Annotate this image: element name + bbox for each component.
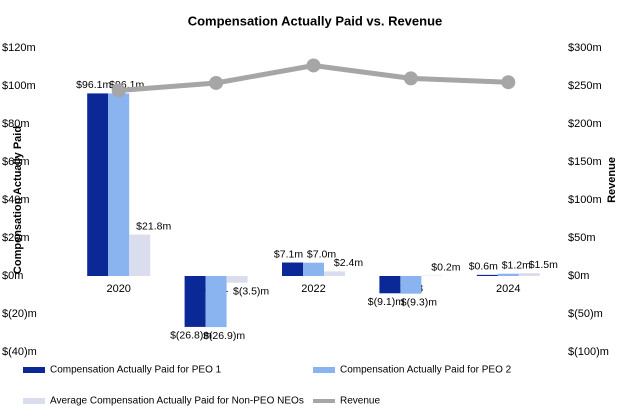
y2-tick-label: $(100)m: [568, 346, 609, 358]
legend-label: Average Compensation Actually Paid for N…: [50, 396, 304, 407]
value-label: $(9.1)m: [368, 296, 404, 308]
y-tick-label: $120m: [2, 42, 36, 54]
value-label: $7.1m: [274, 248, 303, 260]
chart-title: Compensation Actually Paid vs. Revenue: [188, 13, 443, 28]
value-label: $7.0m: [307, 248, 336, 260]
x-tick-label: 2022: [301, 283, 325, 295]
value-label: $(26.8)m: [170, 330, 212, 342]
y-tick-label: $60m: [2, 156, 30, 168]
y-tick-label: $100m: [2, 80, 36, 92]
bar: [497, 273, 519, 276]
value-label: $0.2m: [431, 261, 460, 273]
y2-tick-label: $50m: [568, 232, 596, 244]
bar: [518, 273, 540, 276]
legend-label: Compensation Actually Paid for PEO 2: [340, 365, 512, 376]
value-label: $2.4m: [334, 257, 363, 269]
bar: [400, 276, 422, 294]
bar: [129, 234, 151, 276]
value-label: $96.1m: [76, 79, 111, 91]
y2-tick-label: $150m: [568, 156, 602, 168]
value-label: $(3.5)m: [233, 285, 269, 297]
line-marker: [111, 83, 126, 98]
bar: [324, 271, 345, 276]
y-tick-label: $20m: [2, 232, 30, 244]
y2-tick-label: $(50)m: [568, 308, 603, 320]
bar: [303, 262, 324, 276]
x-tick-label: 2020: [106, 283, 130, 295]
bar: [108, 93, 130, 276]
bar: [184, 276, 206, 327]
bar: [282, 262, 303, 276]
y-axis-label: Compensation Actually Paid: [12, 126, 24, 274]
value-label: $1.2m: [502, 260, 531, 272]
bar: [226, 276, 248, 283]
y2-tick-label: $300m: [568, 42, 602, 54]
y2-tick-label: $100m: [568, 194, 602, 206]
bar: [476, 274, 498, 276]
value-label: $0.6m: [469, 261, 498, 273]
bar: [205, 276, 227, 328]
line-marker: [306, 58, 321, 73]
y-tick-label: $80m: [2, 118, 30, 130]
y-tick-label: $40m: [2, 194, 30, 206]
bar: [379, 276, 401, 294]
value-label: $(9.3)m: [401, 296, 437, 308]
y2-tick-label: $0m: [568, 270, 589, 282]
line-marker: [209, 75, 224, 90]
x-tick-label: 2024: [496, 283, 520, 295]
legend-label: Compensation Actually Paid for PEO 1: [50, 365, 222, 376]
legend-label: Revenue: [340, 396, 380, 407]
value-label: $1.5m: [529, 259, 558, 271]
line-marker: [501, 75, 516, 90]
line-marker: [403, 71, 418, 86]
y-tick-label: $0m: [2, 270, 23, 282]
y2-tick-label: $250m: [568, 80, 602, 92]
y-tick-label: $(40)m: [2, 346, 37, 358]
y2-tick-label: $200m: [568, 118, 602, 130]
bar: [87, 93, 109, 276]
y-tick-label: $(20)m: [2, 308, 37, 320]
value-label: $21.8m: [136, 220, 171, 232]
value-label: $(26.9)m: [203, 330, 245, 342]
y2-axis-label: Revenue: [606, 157, 618, 203]
